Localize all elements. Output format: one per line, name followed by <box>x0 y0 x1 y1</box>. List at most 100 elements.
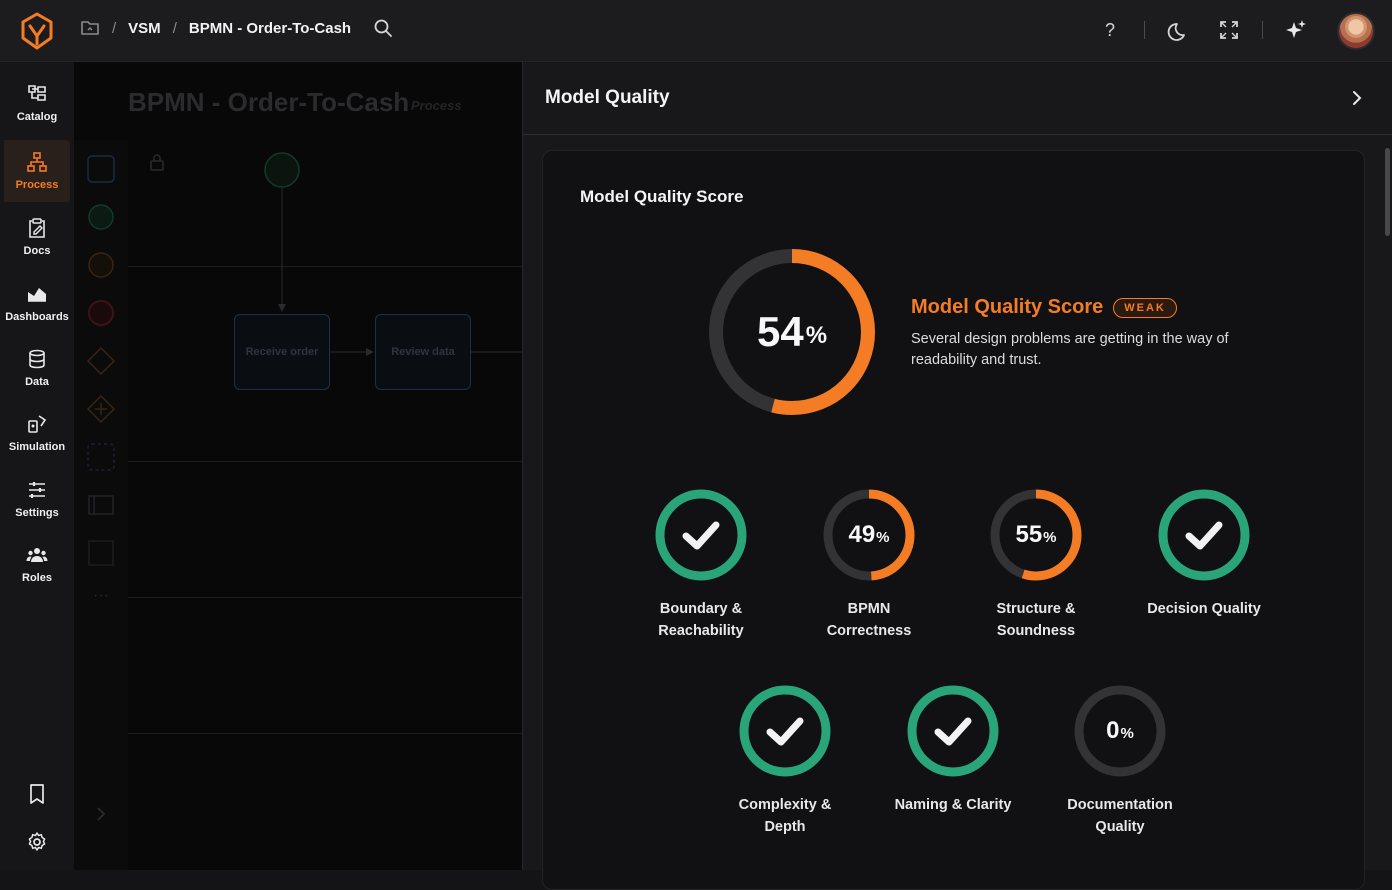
group-icon[interactable] <box>87 539 115 567</box>
sidebar-item-docs[interactable]: Docs <box>0 206 74 268</box>
sidebar-item-catalog[interactable]: Catalog <box>0 72 74 134</box>
help-icon[interactable]: ? <box>1104 19 1115 40</box>
overall-score-arc <box>709 249 875 415</box>
app-logo-icon[interactable] <box>20 12 54 50</box>
status-badge: WEAK <box>1113 297 1177 318</box>
metric-ring <box>1158 489 1250 581</box>
chevron-right-icon[interactable] <box>1347 86 1367 110</box>
more-options-icon[interactable]: ··· <box>93 587 109 604</box>
checkmark-icon <box>934 717 972 746</box>
intermediate-event-icon[interactable] <box>87 251 115 279</box>
overall-score-value: 54% <box>756 308 828 355</box>
simulation-icon <box>28 415 47 433</box>
sequence-flow <box>330 348 374 356</box>
sidebar-item-process[interactable]: Process <box>4 140 70 202</box>
metric-label: Decision Quality <box>1147 601 1261 617</box>
metric-value: 0% <box>1106 717 1134 744</box>
breadcrumb-root[interactable]: VSM <box>128 19 161 37</box>
process-icon <box>27 152 47 172</box>
sidebar-item-settings[interactable]: Settings <box>0 468 74 530</box>
roles-icon <box>26 548 48 562</box>
canvas-title: BPMN - Order-To-Cash <box>128 87 410 117</box>
sidebar-item-label: Data <box>25 376 49 388</box>
sidebar: Catalog Process Docs Dashboards Data Sim… <box>0 62 74 870</box>
task-shape-icon[interactable] <box>87 155 115 183</box>
task-receive-order[interactable]: Receive order <box>234 314 330 390</box>
start-event[interactable] <box>262 150 302 190</box>
metric-ring <box>739 685 831 777</box>
parallel-gateway-icon[interactable] <box>87 395 115 423</box>
sidebar-item-data[interactable]: Data <box>0 337 74 399</box>
user-avatar[interactable] <box>1337 12 1375 50</box>
gear-icon[interactable] <box>25 830 49 854</box>
sidebar-item-label: Dashboards <box>5 311 69 323</box>
pool-icon[interactable] <box>87 491 115 519</box>
metric-score-arc <box>823 489 915 581</box>
sidebar-item-label: Catalog <box>16 111 58 123</box>
checkmark-icon <box>1185 521 1223 550</box>
panel-title: Model Quality <box>545 87 670 108</box>
bookmark-icon[interactable] <box>25 782 49 806</box>
shape-palette: ··· <box>74 140 128 870</box>
breadcrumb-separator: / <box>112 19 117 37</box>
metric-value: 49% <box>848 521 890 548</box>
canvas-subtitle: Process <box>411 98 462 113</box>
model-quality-card: Model Quality Score 54% Model Quality Sc… <box>542 150 1365 890</box>
end-event-icon[interactable] <box>87 299 115 327</box>
lane-divider <box>128 266 522 267</box>
metric-ring <box>823 489 915 581</box>
fullscreen-icon[interactable] <box>1217 18 1241 42</box>
folder-icon[interactable] <box>80 19 100 37</box>
search-icon[interactable] <box>373 18 393 38</box>
moon-icon[interactable] <box>1167 18 1191 42</box>
score-description: Several design problems are getting in t… <box>911 331 1229 368</box>
data-icon <box>29 349 45 369</box>
lane-divider <box>128 597 522 598</box>
model-quality-panel: Model Quality Model Quality Score 54% Mo… <box>522 62 1392 890</box>
checkmark-icon <box>682 521 720 550</box>
lane-divider <box>128 733 522 734</box>
divider <box>1144 21 1145 39</box>
lane-divider <box>128 461 522 462</box>
metric-ring <box>990 489 1082 581</box>
panel-header: Model Quality <box>523 62 1392 135</box>
sidebar-item-label: Roles <box>22 572 52 584</box>
sidebar-item-simulation[interactable]: Simulation <box>0 402 74 464</box>
start-event-icon[interactable] <box>87 203 115 231</box>
data-object-icon[interactable] <box>87 443 115 471</box>
top-bar: / VSM / BPMN - Order-To-Cash ? <box>0 0 1392 62</box>
metric-value: 55% <box>1015 521 1057 548</box>
settings-sliders-icon <box>29 482 45 498</box>
metric-label: Naming & Clarity <box>894 797 1012 813</box>
score-name: Model Quality Score <box>911 296 1104 318</box>
metric-ring <box>907 685 999 777</box>
docs-icon <box>29 218 45 238</box>
task-review-data[interactable]: Review data <box>375 314 471 390</box>
overall-score-ring <box>709 249 875 415</box>
sequence-flow <box>471 351 523 353</box>
metric-label: Boundary & Reachability <box>658 601 744 639</box>
sidebar-item-label: Docs <box>23 245 51 257</box>
sidebar-item-roles[interactable]: Roles <box>0 533 74 595</box>
ai-sparkle-icon[interactable] <box>1284 18 1308 42</box>
lock-icon[interactable] <box>148 152 166 172</box>
sequence-flow <box>278 188 286 312</box>
sidebar-item-label: Settings <box>15 507 59 519</box>
chevron-right-icon[interactable] <box>87 800 115 828</box>
metric-label: Structure & Soundness <box>996 601 1076 639</box>
score-heading: Model Quality Score WEAK <box>911 296 1177 319</box>
dashboards-icon <box>28 288 46 302</box>
metric-label: Complexity & Depth <box>738 797 832 835</box>
sidebar-item-label: Simulation <box>8 441 66 453</box>
metric-ring <box>655 489 747 581</box>
sidebar-item-dashboards[interactable]: Dashboards <box>0 272 74 334</box>
card-title: Model Quality Score <box>580 187 744 206</box>
catalog-icon <box>28 85 46 101</box>
metric-score-arc <box>990 489 1082 581</box>
gateway-icon[interactable] <box>87 347 115 375</box>
metric-label: Documentation Quality <box>1067 797 1173 835</box>
divider <box>1262 21 1263 39</box>
breadcrumb-current[interactable]: BPMN - Order-To-Cash <box>188 19 352 37</box>
metric-ring <box>1074 685 1166 777</box>
scrollbar-thumb[interactable] <box>1385 148 1390 236</box>
